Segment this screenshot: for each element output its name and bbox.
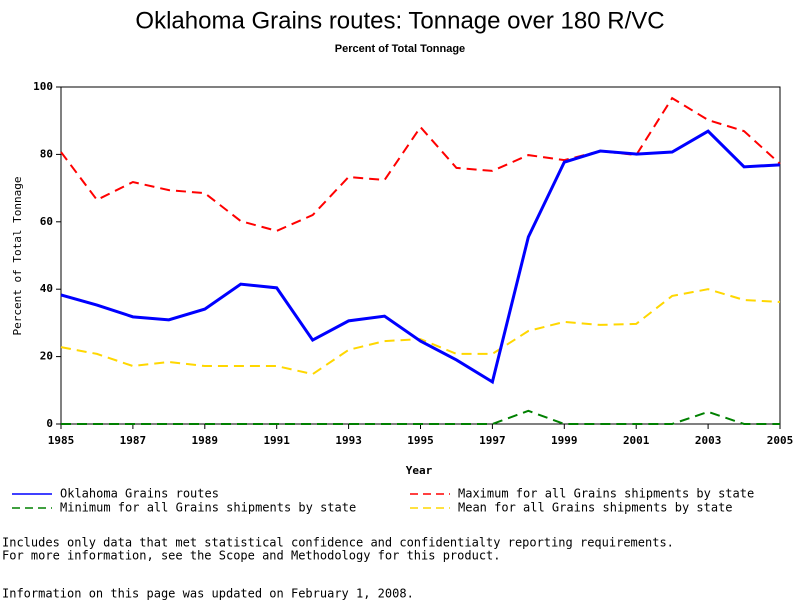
legend-label: Maximum for all Grains shipments by stat… [458, 487, 754, 501]
x-tick-label: 1987 [120, 434, 147, 447]
series-line [60, 96, 781, 232]
x-tick-label: 1985 [48, 434, 75, 447]
y-tick-label: 60 [40, 215, 53, 228]
x-tick-label: 1989 [192, 434, 219, 447]
x-tick-label: 1999 [551, 434, 578, 447]
x-tick-label: 2003 [695, 434, 722, 447]
legend-label: Mean for all Grains shipments by state [458, 501, 733, 515]
series-line [61, 409, 780, 425]
y-tick-label: 40 [40, 282, 53, 295]
series-line [60, 129, 781, 385]
y-tick-label: 20 [40, 350, 53, 363]
x-tick-label: 2005 [767, 434, 794, 447]
x-tick-label: 1993 [335, 434, 362, 447]
series-line [60, 288, 781, 376]
plot-frame [60, 86, 781, 425]
x-tick-label: 2001 [623, 434, 650, 447]
x-axis-label: Year [406, 464, 433, 477]
footnote: Includes only data that met statistical … [2, 536, 674, 550]
x-tick-label: 1991 [263, 434, 290, 447]
legend-label: Oklahoma Grains routes [60, 487, 219, 501]
x-tick-label: 1995 [407, 434, 434, 447]
y-tick-label: 80 [40, 147, 53, 160]
y-tick-label: 100 [33, 80, 53, 93]
legend-label: Minimum for all Grains shipments by stat… [60, 501, 356, 515]
chart-subtitle: Percent of Total Tonnage [335, 43, 465, 55]
x-tick-label: 1997 [479, 434, 506, 447]
footnote: Information on this page was updated on … [2, 587, 414, 600]
chart-title: Oklahoma Grains routes: Tonnage over 180… [135, 7, 664, 34]
y-tick-label: 0 [46, 417, 53, 430]
y-axis-label: Percent of Total Tonnage [11, 177, 24, 336]
footnote: For more information, see the Scope and … [2, 549, 501, 563]
